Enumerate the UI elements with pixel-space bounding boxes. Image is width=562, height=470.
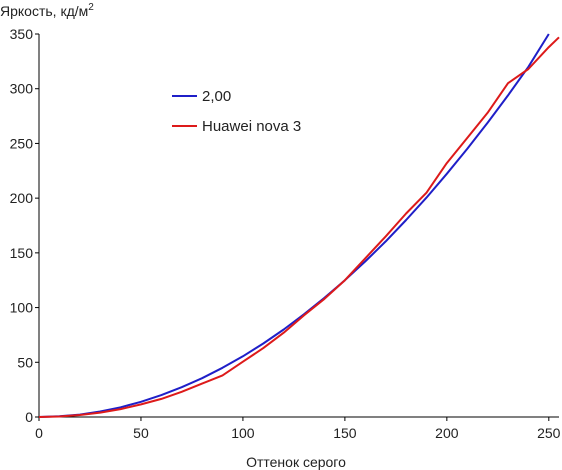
legend-label-1: Huawei nova 3 — [202, 118, 301, 135]
y-axis-title-superscript: 2 — [88, 2, 94, 13]
y-tick-label: 50 — [17, 354, 33, 370]
y-tick-label: 150 — [10, 245, 34, 261]
series-line-0 — [38, 33, 550, 418]
y-tick-label: 200 — [10, 190, 34, 206]
x-tick-label: 100 — [231, 425, 255, 441]
x-tick-label: 50 — [133, 425, 149, 441]
y-tick-label: 0 — [25, 409, 33, 425]
y-axis-title: Яркость, кд/м2 — [0, 2, 94, 19]
series-line-1 — [38, 36, 560, 418]
x-tick-label: 0 — [35, 425, 43, 441]
y-tick-label: 250 — [10, 135, 34, 151]
y-tick-label: 300 — [10, 81, 34, 97]
y-tick-label: 350 — [10, 26, 34, 42]
x-tick-label: 200 — [435, 425, 459, 441]
x-tick-label: 250 — [537, 425, 561, 441]
legend-label-0: 2,00 — [202, 88, 231, 105]
x-axis-title: Оттенок серого — [246, 454, 346, 470]
y-tick-label: 100 — [10, 300, 34, 316]
axes: 0 50 100 150 200 250 300 350 0 50 100 150 200 250 — [10, 26, 561, 441]
x-tick-label: 150 — [333, 425, 357, 441]
series-layer — [38, 33, 560, 418]
legend: 2,00 Huawei nova 3 — [172, 88, 301, 135]
